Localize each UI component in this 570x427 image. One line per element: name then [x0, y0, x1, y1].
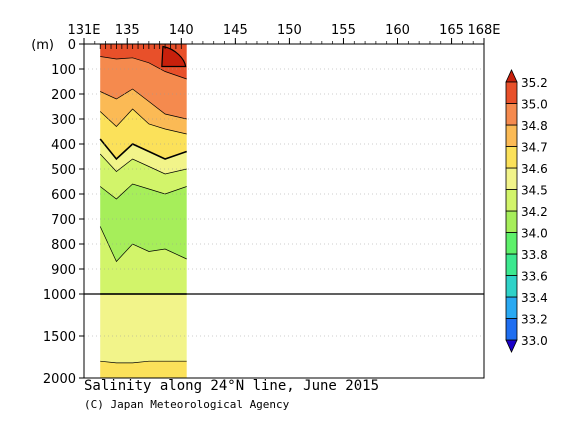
colorbar-lower-arrow	[505, 339, 518, 353]
x-tick-label: 160	[385, 23, 410, 38]
grid-layer	[84, 68, 484, 337]
colorbar-label: 33.4	[521, 291, 548, 305]
x-tick-label: 131E	[67, 23, 100, 38]
colorbar-box	[505, 275, 518, 298]
contour-line	[100, 56, 187, 80]
contour-line	[99, 153, 187, 175]
salinity-band	[100, 89, 187, 134]
contour-line	[99, 226, 187, 263]
colorbar-label: 34.7	[521, 141, 548, 155]
colorbar-box	[505, 253, 518, 276]
y-tick-label: 2000	[43, 372, 76, 387]
contour-line	[100, 360, 187, 364]
colorbar-box	[505, 124, 518, 147]
colorbar-box	[505, 232, 518, 255]
colorbar-box	[505, 81, 518, 104]
salinity-band	[100, 184, 187, 262]
colorbar-label: 33.8	[521, 248, 548, 262]
x-tick-label: 155	[331, 23, 356, 38]
chart-title: Salinity along 24°N line, June 2015	[84, 378, 380, 394]
salinity-band	[100, 226, 187, 294]
colorbar-label: 34.8	[521, 119, 548, 133]
contour-line	[99, 183, 187, 200]
contour-line	[161, 45, 187, 68]
colorbar-upper-arrow	[505, 69, 518, 83]
y-tick-label: 200	[51, 88, 76, 103]
y-tick-label: 900	[51, 263, 76, 278]
contour-line	[100, 88, 187, 120]
salinity-band	[100, 109, 187, 159]
x-tick-label: 140	[169, 23, 194, 38]
salinity-band	[100, 294, 187, 363]
colorbar-box	[505, 167, 518, 190]
colorbar-label: 34.5	[521, 184, 548, 198]
colorbar-box	[505, 103, 518, 126]
colorbar-label: 35.2	[521, 76, 548, 90]
y-tick-label: 500	[51, 163, 76, 178]
y-tick-label: 300	[51, 113, 76, 128]
y-tick-label: 1000	[43, 288, 76, 303]
salinity-band	[100, 154, 187, 199]
colorbar-label: 34.6	[521, 162, 548, 176]
y-tick-label: 700	[51, 213, 76, 228]
colorbar-label: 33.0	[521, 334, 548, 348]
x-tick-label: 165	[439, 23, 464, 38]
colorbar-label: 34.2	[521, 205, 548, 219]
x-tick-label: 168E	[467, 23, 500, 38]
salinity-band	[100, 56, 187, 119]
colorbar-box	[505, 146, 518, 169]
y-axis-unit: (m)	[31, 38, 54, 53]
y-tick-label: 600	[51, 188, 76, 203]
salinity-band	[100, 361, 187, 378]
colorbar-label: 33.6	[521, 270, 548, 284]
colorbar-box	[505, 318, 518, 341]
colorbar-box	[505, 210, 518, 233]
y-tick-label: 1500	[43, 330, 76, 345]
salinity-band	[100, 139, 187, 174]
data-layer	[99, 44, 187, 378]
colorbar-box	[505, 189, 518, 212]
colorbar: 33.0 33.2 33.4 33.6 33.8 34.0 34.2 34.5 34.6 34.7…	[505, 69, 548, 353]
x-tick-label: 150	[277, 23, 302, 38]
plot-frame	[83, 43, 485, 379]
contour-line	[99, 108, 187, 135]
colorbar-label: 34.0	[521, 227, 548, 241]
y-tick-label: 0	[68, 38, 76, 53]
x-tick-label: 145	[223, 23, 248, 38]
colorbar-box	[505, 296, 518, 319]
contour-line	[99, 138, 187, 161]
axes-layer: 131E 135 140 145 150 155 160 165 168E 0 100 200 300 4…	[31, 23, 500, 387]
chart-credit: (C) Japan Meteorological Agency	[84, 398, 290, 411]
y-tick-label: 400	[51, 138, 76, 153]
colorbar-label: 33.2	[521, 313, 548, 327]
x-tick-label: 135	[115, 23, 140, 38]
y-tick-label: 800	[51, 238, 76, 253]
colorbar-label: 35.0	[521, 98, 548, 112]
y-tick-label: 100	[51, 63, 76, 78]
